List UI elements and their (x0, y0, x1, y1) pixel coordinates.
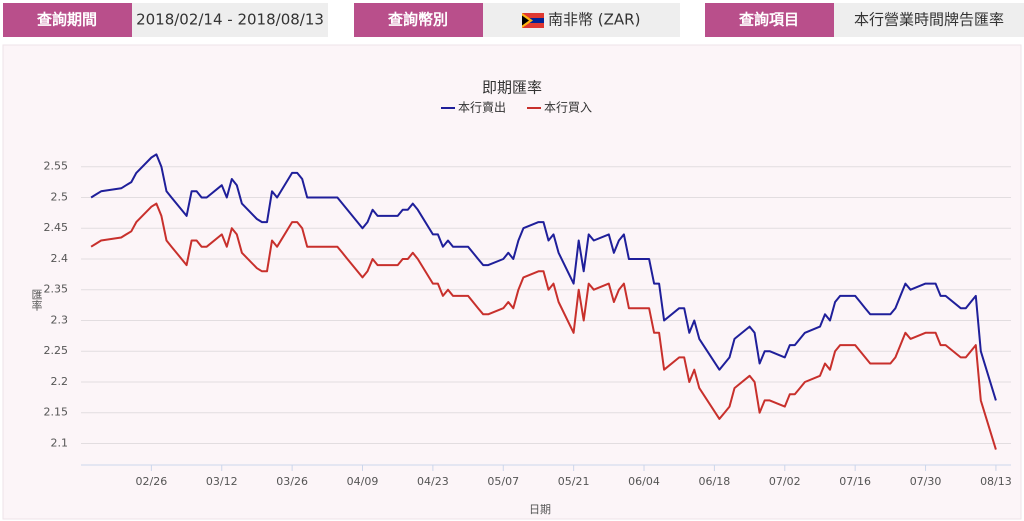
x-tick-label: 04/23 (417, 475, 449, 488)
x-tick-label: 05/21 (558, 475, 590, 488)
y-tick-label: 2.3 (51, 313, 69, 326)
x-tick-label: 02/26 (136, 475, 168, 488)
y-tick-label: 2.15 (44, 406, 69, 419)
header-value-box (834, 3, 1024, 37)
x-tick-label: 06/18 (699, 475, 731, 488)
x-axis-label: 日期 (529, 503, 551, 516)
y-tick-label: 2.2 (51, 375, 69, 388)
header-value-box (132, 3, 328, 37)
y-tick-label: 2.55 (44, 160, 69, 173)
header-value: 南非幣 (ZAR) (548, 11, 640, 29)
y-tick-label: 2.5 (51, 190, 69, 203)
x-tick-label: 03/26 (276, 475, 308, 488)
x-tick-label: 07/30 (910, 475, 942, 488)
header-value: 2018/02/14 - 2018/08/13 (136, 11, 324, 29)
legend-label[interactable]: 本行買入 (544, 101, 592, 115)
header-label-box (354, 3, 483, 37)
header-label: 查詢幣別 (388, 11, 448, 29)
y-tick-label: 2.4 (51, 252, 69, 265)
chart-panel (2, 44, 1022, 520)
header-value: 本行營業時間牌告匯率 (854, 11, 1004, 29)
y-tick-label: 2.45 (44, 221, 69, 234)
x-tick-label: 07/16 (839, 475, 871, 488)
header-label: 查詢期間 (37, 11, 97, 29)
x-tick-label: 08/13 (980, 475, 1012, 488)
y-axis-label: 匯率 (30, 289, 43, 312)
x-tick-label: 05/07 (487, 475, 519, 488)
x-tick-label: 03/12 (206, 475, 238, 488)
header-label: 查詢項目 (739, 11, 799, 29)
y-tick-label: 2.1 (51, 436, 69, 449)
y-tick-label: 2.35 (44, 283, 69, 296)
chart-title: 即期匯率 (482, 79, 542, 97)
header-value-box (483, 3, 680, 37)
header-label-box (705, 3, 834, 37)
header-label-box (3, 3, 132, 37)
series-line (90, 202, 997, 450)
series-line (90, 153, 997, 401)
x-tick-label: 06/04 (628, 475, 660, 488)
x-tick-label: 04/09 (347, 475, 379, 488)
y-tick-label: 2.25 (44, 344, 69, 357)
legend-label[interactable]: 本行賣出 (458, 100, 506, 115)
flag-icon (522, 13, 544, 28)
x-tick-label: 07/02 (769, 475, 801, 488)
